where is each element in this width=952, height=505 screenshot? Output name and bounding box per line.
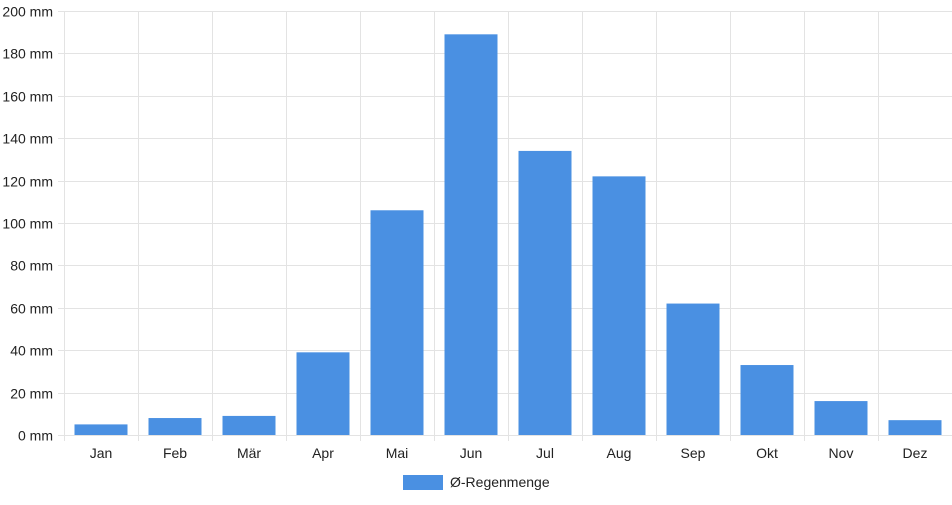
bar [888,420,942,435]
y-tick-label: 100 mm [2,216,53,232]
x-tick-label: Feb [163,445,187,461]
x-tick-label: Nov [829,445,854,461]
legend-label: Ø-Regenmenge [450,474,550,490]
y-tick-label: 160 mm [2,89,53,105]
y-tick-label: 60 mm [10,301,53,317]
x-tick-label: Jun [460,445,483,461]
bar [592,176,646,436]
bar [814,401,868,435]
bar [370,210,424,435]
x-tick-label: Mai [386,445,409,461]
bar [444,34,498,435]
bar [740,365,794,435]
bar [296,352,350,435]
y-tick-label: 200 mm [2,4,53,20]
x-tick-label: Jan [90,445,113,461]
bars-layer [74,34,942,436]
axis-layer: 0 mm 20 mm 40 mm 60 mm 80 mm 100 mm 120 mm 140 … [2,4,927,462]
legend: Ø-Regenmenge [403,474,550,490]
bar [666,303,720,435]
x-tick-label: Aug [607,445,632,461]
bar [148,418,202,435]
y-tick-label: 140 mm [2,131,53,147]
x-tick-label: Jul [536,445,554,461]
y-tick-label: 40 mm [10,343,53,359]
y-tick-label: 180 mm [2,46,53,62]
y-tick-label: 0 mm [18,428,53,444]
bar [74,424,128,435]
grid-layer [58,11,952,441]
y-tick-label: 120 mm [2,174,53,190]
y-tick-label: 20 mm [10,386,53,402]
x-tick-label: Sep [681,445,706,461]
bar [222,415,276,435]
legend-swatch [403,475,443,490]
y-tick-label: 80 mm [10,258,53,274]
x-tick-label: Dez [903,445,928,461]
bar [518,150,572,436]
x-tick-label: Apr [312,445,334,461]
x-tick-label: Mär [237,445,261,461]
x-tick-label: Okt [756,445,778,461]
